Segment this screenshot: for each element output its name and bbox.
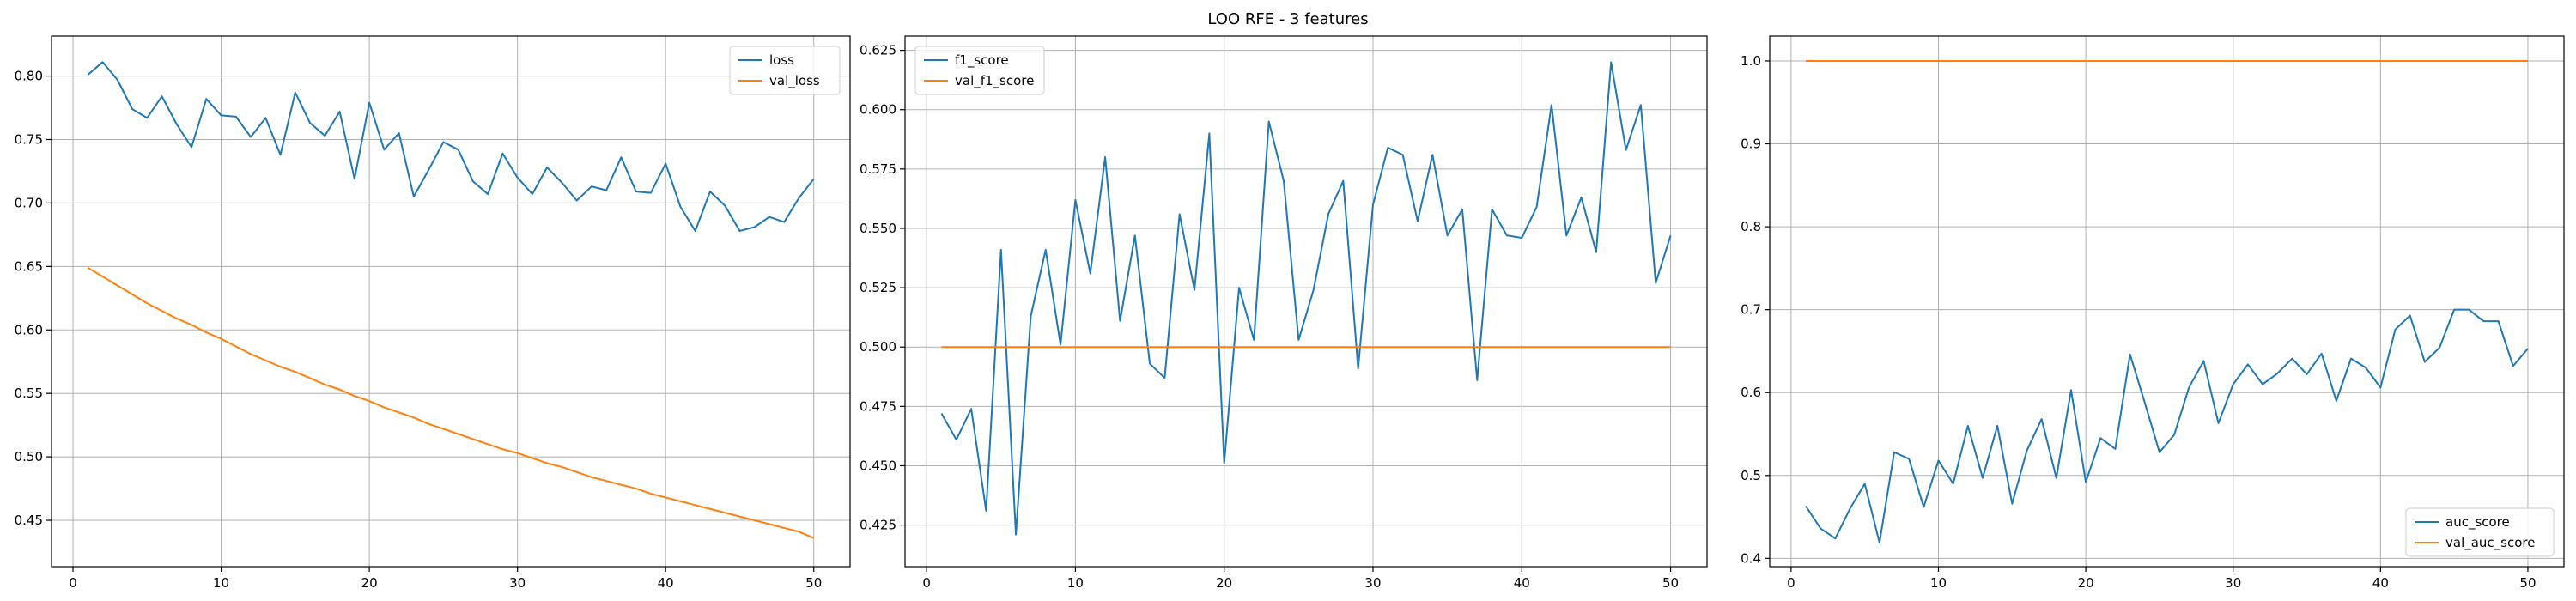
subplot-1: 0 10 20 30 40 50 0.45 0.50 0.55 0.60 0.65 0.70 0.75 0… <box>15 35 851 591</box>
x-tick-label: 20 <box>361 575 378 591</box>
x-tick-label: 0 <box>922 575 931 591</box>
series-line-f1_score <box>940 61 1672 536</box>
y-tick-label: 0.5 <box>1741 468 1761 483</box>
y-tick-label: 0.600 <box>860 102 896 118</box>
y-tick-label: 0.70 <box>15 195 43 210</box>
subplot-3: 0 10 20 30 40 50 0.4 0.5 0.6 0.7 0.8 0.9 1.0 auc_scor… <box>1741 35 2565 591</box>
legend-label-val_loss: val_loss <box>769 73 820 89</box>
x-tick-label: 40 <box>658 575 674 591</box>
y-tick-label: 0.550 <box>860 221 896 236</box>
y-tick-label: 0.625 <box>860 43 896 58</box>
y-tick-label: 0.500 <box>860 339 896 355</box>
x-tick-label: 20 <box>1216 575 1232 591</box>
y-tick-label: 0.55 <box>15 385 43 401</box>
y-tick-label: 0.6 <box>1741 385 1761 400</box>
y-tick-label: 0.8 <box>1741 219 1761 234</box>
series-line-val_loss <box>87 266 815 539</box>
x-tick-label: 50 <box>1662 575 1679 591</box>
x-tick-label: 30 <box>509 575 526 591</box>
subplot-2: 0 10 20 30 40 50 0.425 0.450 0.475 0.500 0.525 0.55… <box>860 35 1708 591</box>
legend: auc_score val_auc_score <box>2405 507 2555 557</box>
y-tick-label: 0.475 <box>860 398 896 414</box>
legend-label-f1_score: f1_score <box>955 52 1009 69</box>
series-line-auc_score <box>1805 308 2529 543</box>
x-tick-label: 40 <box>2372 575 2389 591</box>
y-tick-label: 0.60 <box>15 322 43 337</box>
legend: f1_score val_f1_score <box>914 46 1045 95</box>
x-tick-label: 30 <box>1364 575 1381 591</box>
legend-label-val_auc_score: val_auc_score <box>2445 535 2536 551</box>
legend-box <box>2405 507 2555 557</box>
y-tick-label: 0.50 <box>15 449 43 464</box>
legend: loss val_loss <box>729 46 841 95</box>
legend-label-val_f1_score: val_f1_score <box>955 73 1034 89</box>
x-tick-label: 10 <box>1930 575 1947 591</box>
x-tick-label: 50 <box>2519 575 2536 591</box>
x-tick-label: 30 <box>2225 575 2241 591</box>
x-tick-label: 10 <box>213 575 229 591</box>
y-tick-label: 1.0 <box>1741 53 1761 69</box>
x-tick-label: 50 <box>805 575 822 591</box>
axes-frame <box>904 35 1708 568</box>
y-tick-label: 0.75 <box>15 131 43 147</box>
x-tick-label: 20 <box>2078 575 2094 591</box>
subplots: 0 10 20 30 40 500.450.500.550.600.650.700.750… <box>15 35 2565 591</box>
x-tick-label: 0 <box>1787 575 1795 591</box>
y-tick-label: 0.9 <box>1741 137 1761 152</box>
y-tick-label: 0.45 <box>15 513 43 528</box>
series-line-loss <box>87 61 815 232</box>
x-tick-label: 10 <box>1067 575 1084 591</box>
legend-label-loss: loss <box>769 52 794 68</box>
y-tick-label: 0.525 <box>860 280 896 295</box>
legend-box <box>914 46 1045 95</box>
y-tick-label: 0.65 <box>15 258 43 274</box>
axes-frame <box>51 35 851 568</box>
x-tick-label: 0 <box>69 575 77 591</box>
legend-box <box>729 46 841 95</box>
figure-title: LOO RFE - 3 features <box>1207 10 1368 28</box>
y-tick-label: 0.425 <box>860 518 896 533</box>
y-tick-label: 0.4 <box>1741 550 1761 566</box>
x-tick-label: 40 <box>1514 575 1530 591</box>
y-tick-label: 0.7 <box>1741 302 1761 318</box>
y-tick-label: 0.80 <box>15 69 43 84</box>
legend-label-auc_score: auc_score <box>2445 514 2510 531</box>
y-tick-label: 0.450 <box>860 458 896 473</box>
y-tick-label: 0.575 <box>860 161 896 177</box>
axes-frame <box>1769 35 2565 568</box>
